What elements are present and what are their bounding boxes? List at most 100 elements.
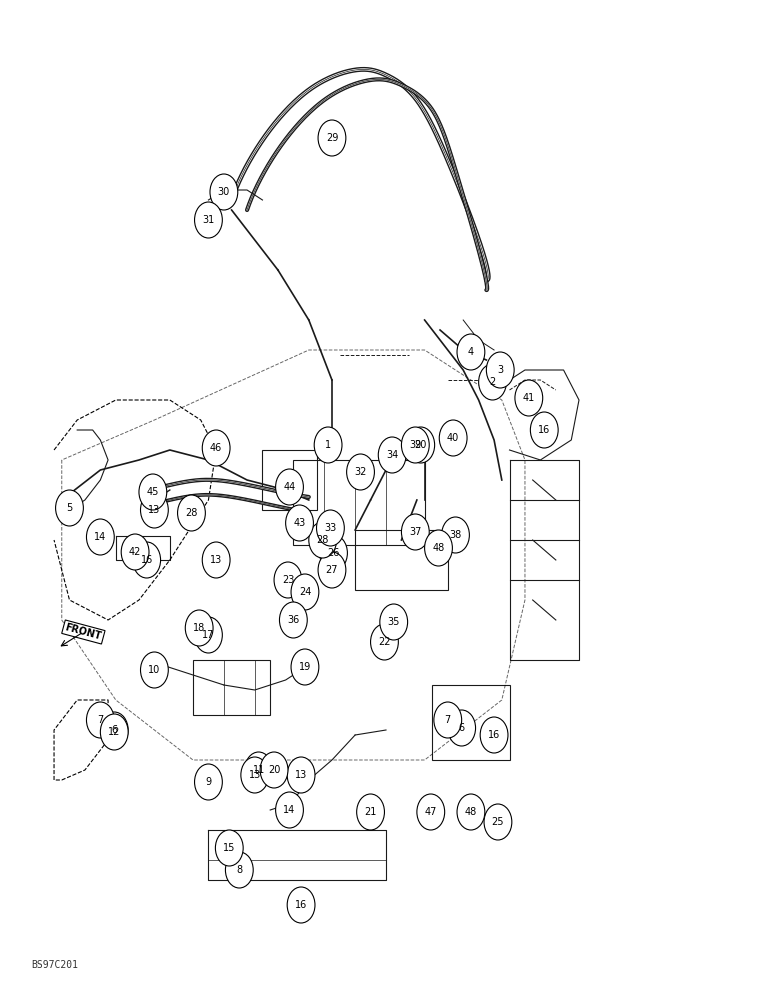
- Circle shape: [274, 562, 302, 598]
- Circle shape: [425, 530, 452, 566]
- Circle shape: [480, 717, 508, 753]
- Text: 16: 16: [295, 900, 307, 910]
- Circle shape: [100, 714, 128, 750]
- Text: 43: 43: [293, 518, 306, 528]
- Text: 33: 33: [324, 523, 337, 533]
- Text: 23: 23: [282, 575, 294, 585]
- Circle shape: [439, 420, 467, 456]
- Circle shape: [215, 830, 243, 866]
- Text: 39: 39: [409, 440, 422, 450]
- Circle shape: [210, 174, 238, 210]
- Text: BS97C201: BS97C201: [31, 960, 78, 970]
- Circle shape: [484, 804, 512, 840]
- Text: 19: 19: [299, 662, 311, 672]
- Text: 6: 6: [111, 725, 117, 735]
- Circle shape: [442, 517, 469, 553]
- Circle shape: [195, 764, 222, 800]
- Text: 44: 44: [283, 482, 296, 492]
- Text: 29: 29: [326, 133, 338, 143]
- Circle shape: [309, 522, 337, 558]
- Circle shape: [279, 602, 307, 638]
- Circle shape: [260, 752, 288, 788]
- Text: 2: 2: [489, 377, 496, 387]
- Circle shape: [139, 474, 167, 510]
- Text: 28: 28: [317, 535, 329, 545]
- Text: 21: 21: [364, 807, 377, 817]
- Text: 14: 14: [94, 532, 107, 542]
- Text: 30: 30: [218, 187, 230, 197]
- Text: 18: 18: [193, 623, 205, 633]
- Circle shape: [417, 794, 445, 830]
- Circle shape: [317, 510, 344, 546]
- Circle shape: [291, 574, 319, 610]
- Text: 6: 6: [459, 723, 465, 733]
- Circle shape: [276, 792, 303, 828]
- Circle shape: [479, 364, 506, 400]
- Circle shape: [86, 519, 114, 555]
- Text: 36: 36: [287, 615, 300, 625]
- Text: 16: 16: [538, 425, 550, 435]
- Circle shape: [202, 430, 230, 466]
- Circle shape: [195, 202, 222, 238]
- Circle shape: [185, 610, 213, 646]
- Circle shape: [178, 495, 205, 531]
- Text: 31: 31: [202, 215, 215, 225]
- Text: 34: 34: [386, 450, 398, 460]
- Text: 10: 10: [148, 665, 161, 675]
- Circle shape: [245, 752, 273, 788]
- Circle shape: [291, 649, 319, 685]
- Circle shape: [407, 427, 435, 463]
- Text: 17: 17: [202, 630, 215, 640]
- Text: 41: 41: [523, 393, 535, 403]
- Circle shape: [378, 437, 406, 473]
- Circle shape: [515, 380, 543, 416]
- Circle shape: [318, 120, 346, 156]
- Text: 13: 13: [148, 505, 161, 515]
- Circle shape: [100, 712, 128, 748]
- Circle shape: [347, 454, 374, 490]
- Circle shape: [225, 852, 253, 888]
- Text: 48: 48: [432, 543, 445, 553]
- Circle shape: [401, 514, 429, 550]
- Circle shape: [371, 624, 398, 660]
- Circle shape: [434, 702, 462, 738]
- Circle shape: [320, 535, 347, 571]
- Circle shape: [133, 542, 161, 578]
- Bar: [193, 660, 270, 715]
- Text: 37: 37: [409, 527, 422, 537]
- Text: 12: 12: [108, 727, 120, 737]
- Text: 16: 16: [488, 730, 500, 740]
- Text: 27: 27: [326, 565, 338, 575]
- Circle shape: [86, 702, 114, 738]
- Circle shape: [56, 490, 83, 526]
- Text: 14: 14: [283, 805, 296, 815]
- Text: 20: 20: [268, 765, 280, 775]
- Circle shape: [241, 757, 269, 793]
- Circle shape: [380, 604, 408, 640]
- Circle shape: [530, 412, 558, 448]
- Text: 40: 40: [447, 433, 459, 443]
- Text: 38: 38: [449, 530, 462, 540]
- Circle shape: [202, 542, 230, 578]
- Text: 24: 24: [299, 587, 311, 597]
- Text: 47: 47: [425, 807, 437, 817]
- Text: 1: 1: [325, 440, 331, 450]
- Text: 13: 13: [249, 770, 261, 780]
- Text: 42: 42: [129, 547, 141, 557]
- Text: 32: 32: [354, 467, 367, 477]
- Text: 26: 26: [327, 548, 340, 558]
- Text: 11: 11: [252, 765, 265, 775]
- Circle shape: [486, 352, 514, 388]
- Circle shape: [287, 887, 315, 923]
- Circle shape: [202, 207, 215, 223]
- Circle shape: [276, 469, 303, 505]
- Circle shape: [314, 427, 342, 463]
- Circle shape: [401, 427, 429, 463]
- Bar: [262, 450, 317, 510]
- Bar: [355, 530, 448, 590]
- Circle shape: [195, 617, 222, 653]
- Bar: [432, 685, 510, 760]
- Text: 9: 9: [205, 777, 212, 787]
- Text: 13: 13: [295, 770, 307, 780]
- Circle shape: [457, 334, 485, 370]
